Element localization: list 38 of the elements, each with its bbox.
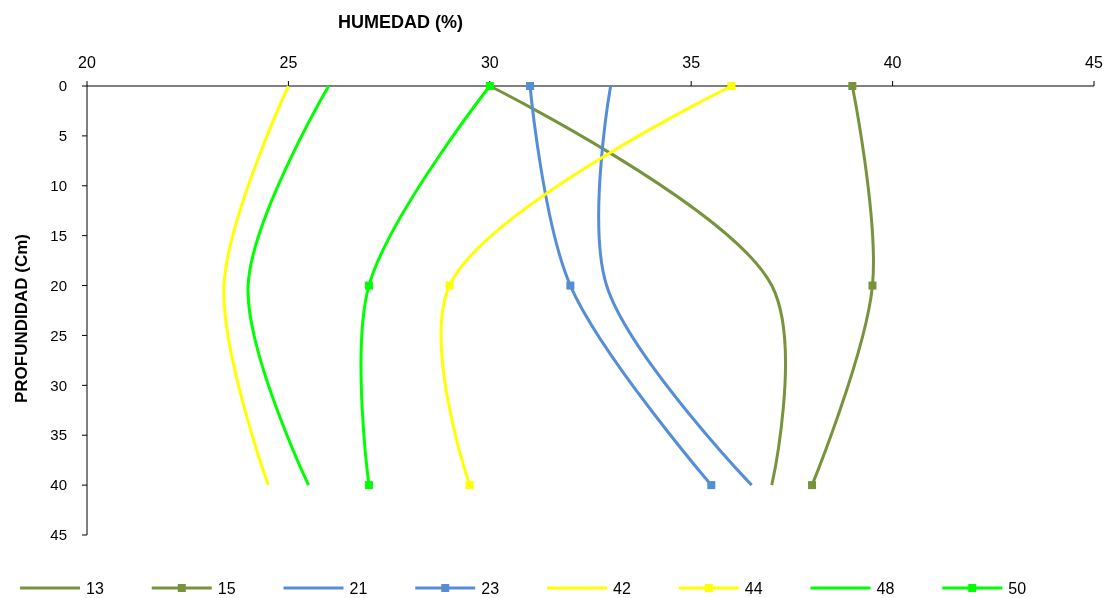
point xyxy=(485,82,494,90)
legend-label: 21 xyxy=(349,579,368,597)
y-tick-label: 35 xyxy=(50,426,67,444)
point xyxy=(868,281,877,290)
y-axis-title: PROFUNDIDAD (Cm) xyxy=(12,233,31,404)
point xyxy=(808,481,817,490)
x-tick-label: 40 xyxy=(883,54,902,71)
legend-label: 13 xyxy=(86,579,104,597)
y-tick-label: 10 xyxy=(50,177,67,195)
y-tick-label: 5 xyxy=(58,127,67,145)
y-tick-label: 0 xyxy=(58,77,67,95)
y-tick-label: 30 xyxy=(50,376,67,394)
point xyxy=(727,82,736,90)
y-tick-label: 45 xyxy=(50,526,67,544)
x-tick-label: 30 xyxy=(480,54,499,71)
legend-label: 42 xyxy=(613,579,631,597)
y-tick-label: 20 xyxy=(50,276,67,294)
legend-label: 15 xyxy=(217,579,236,597)
x-tick-label: 35 xyxy=(682,54,701,71)
legend-label: 23 xyxy=(481,579,500,597)
legend-label: 50 xyxy=(1008,579,1027,597)
x-tick-label: 25 xyxy=(279,54,298,71)
y-tick-label: 15 xyxy=(50,226,67,244)
point xyxy=(364,481,373,490)
point xyxy=(526,82,535,90)
x-tick-label: 45 xyxy=(1085,54,1103,71)
x-tick-label: 20 xyxy=(78,54,96,71)
legend-label: 48 xyxy=(876,579,895,597)
x-axis-title: HUMEDAD (%) xyxy=(338,12,463,32)
point xyxy=(566,281,575,290)
point xyxy=(707,481,716,490)
point xyxy=(445,281,454,290)
y-tick-label: 25 xyxy=(50,326,67,344)
point xyxy=(848,82,857,90)
legend-label: 44 xyxy=(744,579,763,597)
y-tick-label: 40 xyxy=(50,476,67,494)
point xyxy=(364,281,373,290)
point xyxy=(465,481,474,490)
